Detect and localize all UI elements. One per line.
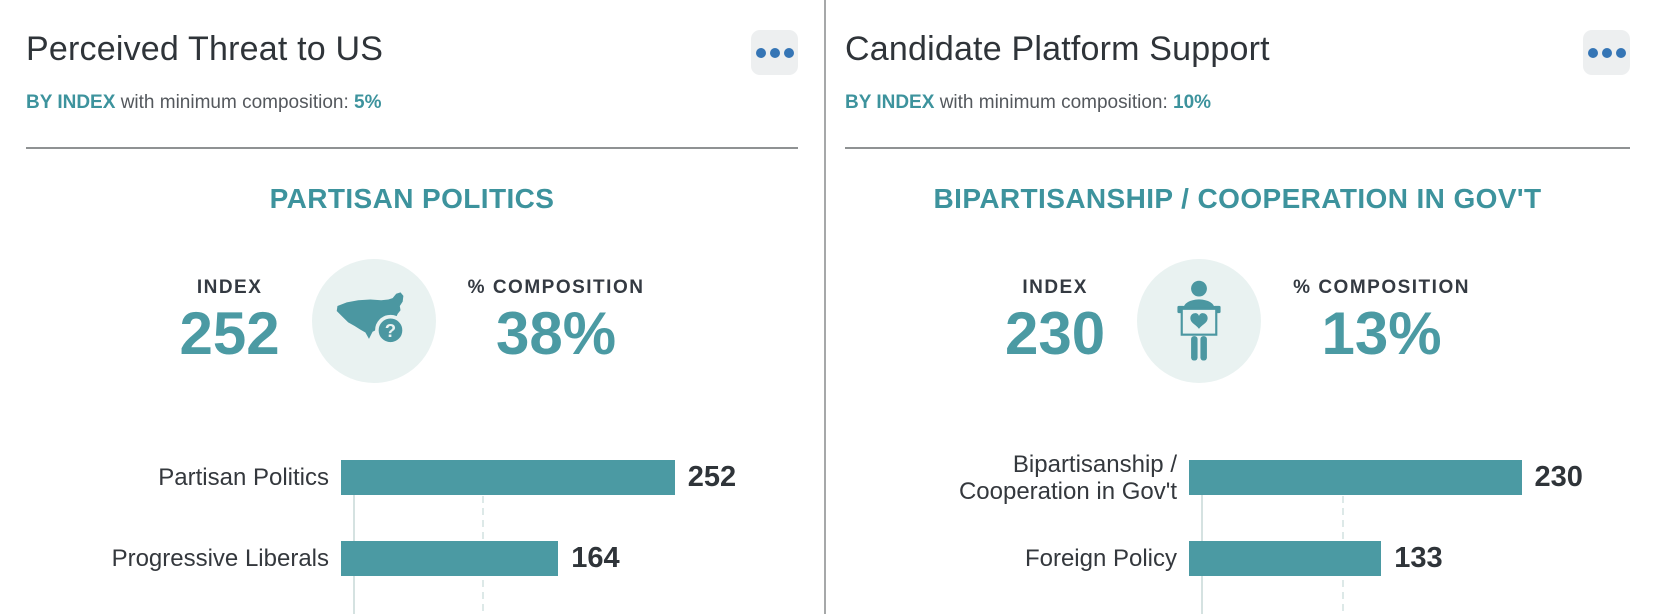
bar[interactable] [341,541,559,576]
card-perceived-threat: Perceived Threat to US BY INDEX with min… [0,0,824,614]
card-candidate-platform: Candidate Platform Support BY INDEX with… [826,0,1668,614]
header-divider [845,147,1630,149]
top-index-heading: BIPARTISANSHIP / COOPERATION IN GOV'T [933,183,1542,214]
composition-value: 13% [1321,300,1442,367]
bar-chart: Partisan Politics 252 Progressive Liberals… [26,460,798,614]
index-value: 230 [1005,300,1106,367]
card-header: Candidate Platform Support [845,28,1630,75]
topic-icon-circle: ? [311,259,436,383]
ellipsis-icon [755,47,766,58]
bar-value-label: 133 [1394,542,1443,574]
min-composition-text: with minimum composition: [120,92,349,113]
index-label: INDEX [1022,277,1088,298]
stat-row: INDEX 230 % COMPOSITION 13% [845,259,1630,383]
bar-category-label: Foreign Policy [1024,545,1177,572]
bar[interactable] [341,460,675,495]
composition-label: % COMPOSITION [467,277,645,298]
card-title: Perceived Threat to US [26,30,384,68]
bar-category-label: Bipartisanship / Cooperation in Gov't [958,450,1177,505]
index-stat: INDEX 252 [180,277,280,365]
bar-value-label: 252 [687,461,737,493]
bar-category-label: Partisan Politics [158,464,329,491]
ellipsis-icon [1587,47,1598,58]
bar[interactable] [1189,460,1522,495]
card-filter-summary: BY INDEX with minimum composition: 10% [845,91,1630,115]
bar-track: 133 [1189,541,1630,576]
by-index-label: BY INDEX [845,92,935,113]
card-header: Perceived Threat to US [26,28,798,75]
composition-value: 38% [496,300,617,367]
bar-row: Progressive Liberals 164 [26,541,798,576]
bar-row: Foreign Policy 133 [845,541,1630,576]
bar-value-label: 164 [571,542,620,574]
composition-stat: % COMPOSITION 13% [1293,277,1470,365]
card-divider [824,0,826,614]
min-composition-text: with minimum composition: [939,92,1168,113]
index-value: 252 [179,300,280,367]
bar-chart: Bipartisanship / Cooperation in Gov't 230 F… [845,451,1630,614]
bar-row: Bipartisanship / Cooperation in Gov't 230 [845,451,1630,505]
index-stat: INDEX 230 [1005,277,1105,365]
bar-value-label: 230 [1534,461,1583,493]
bar-track: 230 [1189,460,1630,495]
header-divider [26,147,798,149]
card-menu-button[interactable] [1583,30,1630,75]
composition-stat: % COMPOSITION 38% [468,277,645,365]
card-menu-button[interactable] [751,30,798,75]
by-index-label: BY INDEX [26,92,116,113]
index-label: INDEX [196,277,263,298]
card-title: Candidate Platform Support [845,30,1270,68]
card-filter-summary: BY INDEX with minimum composition: 5% [26,91,798,115]
bar-category-label: Progressive Liberals [111,545,329,572]
topic-icon-circle [1137,259,1262,383]
min-composition-value: 10% [1173,92,1212,113]
person-holding-sign-icon [1177,280,1221,361]
bar-track: 164 [341,541,798,576]
svg-text:?: ? [384,320,395,341]
min-composition-value: 5% [354,92,382,113]
composition-label: % COMPOSITION [1293,277,1470,298]
top-index-heading: PARTISAN POLITICS [269,183,555,214]
stat-row: INDEX 252 ? % COMPOSITION 38% [26,259,798,383]
bar-track: 252 [341,460,798,495]
bar-row: Partisan Politics 252 [26,460,798,495]
usa-map-question-icon: ? [336,292,406,346]
bar[interactable] [1189,541,1382,576]
